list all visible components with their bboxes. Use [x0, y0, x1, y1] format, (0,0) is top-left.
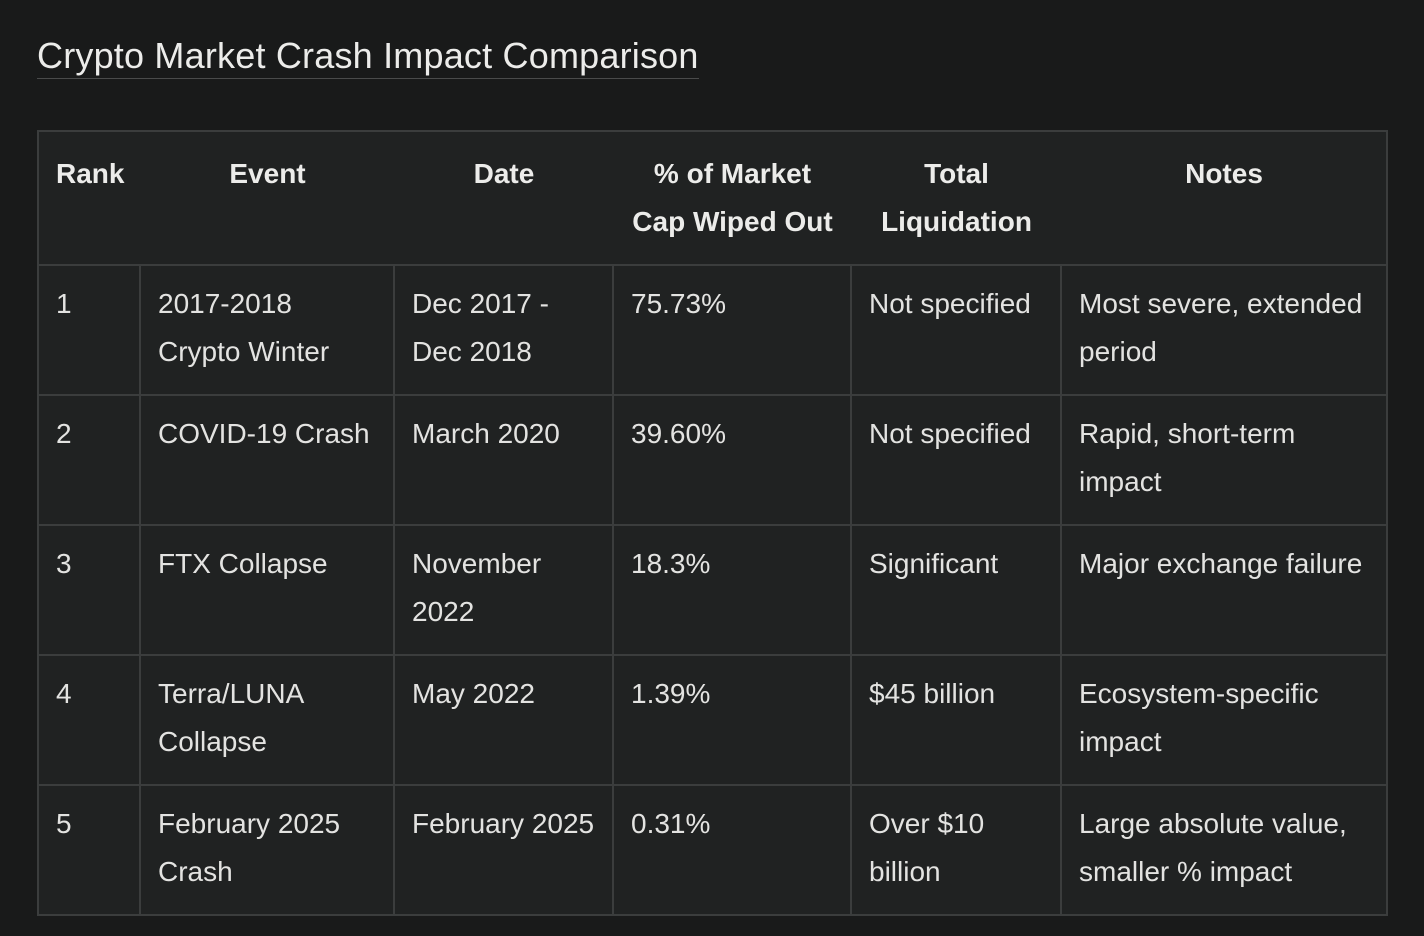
cell-market-cap-wiped: 18.3% — [612, 524, 852, 656]
cell-notes: Large absolute value, smaller % impact — [1060, 784, 1388, 916]
cell-event: COVID-19 Crash — [139, 394, 395, 526]
cell-date: May 2022 — [393, 654, 614, 786]
cell-notes: Major exchange failure — [1060, 524, 1388, 656]
table-row: 1 2017-2018 Crypto Winter Dec 2017 - Dec… — [37, 264, 1388, 396]
cell-market-cap-wiped: 0.31% — [612, 784, 852, 916]
table-row: 2 COVID-19 Crash March 2020 39.60% Not s… — [37, 394, 1388, 526]
cell-rank: 4 — [37, 654, 141, 786]
cell-rank: 3 — [37, 524, 141, 656]
cell-market-cap-wiped: 75.73% — [612, 264, 852, 396]
header-notes: Notes — [1061, 130, 1388, 266]
cell-total-liquidation: Over $10 billion — [850, 784, 1062, 916]
cell-date: Dec 2017 - Dec 2018 — [393, 264, 614, 396]
table-row: 4 Terra/LUNA Collapse May 2022 1.39% $45… — [37, 654, 1388, 786]
cell-total-liquidation: Significant — [850, 524, 1062, 656]
header-total-liquidation: Total Liquidation — [851, 130, 1061, 266]
cell-event: February 2025 Crash — [139, 784, 395, 916]
header-market-cap-wiped: % of Market Cap Wiped Out — [613, 130, 851, 266]
cell-total-liquidation: Not specified — [850, 394, 1062, 526]
cell-notes: Rapid, short-term impact — [1060, 394, 1388, 526]
cell-notes: Most severe, extended period — [1060, 264, 1388, 396]
header-rank: Rank — [37, 130, 140, 266]
cell-rank: 1 — [37, 264, 141, 396]
cell-date: March 2020 — [393, 394, 614, 526]
cell-date: November 2022 — [393, 524, 614, 656]
comparison-table-container: Rank Event Date % of Market Cap Wiped Ou… — [37, 130, 1388, 916]
header-event: Event — [140, 130, 394, 266]
cell-total-liquidation: Not specified — [850, 264, 1062, 396]
cell-notes: Ecosystem-specific impact — [1060, 654, 1388, 786]
cell-total-liquidation: $45 billion — [850, 654, 1062, 786]
header-date: Date — [394, 130, 613, 266]
table-row: 3 FTX Collapse November 2022 18.3% Signi… — [37, 524, 1388, 656]
cell-date: February 2025 — [393, 784, 614, 916]
comparison-table: Rank Event Date % of Market Cap Wiped Ou… — [37, 130, 1388, 916]
table-row: 5 February 2025 Crash February 2025 0.31… — [37, 784, 1388, 916]
cell-market-cap-wiped: 39.60% — [612, 394, 852, 526]
table-header-row: Rank Event Date % of Market Cap Wiped Ou… — [37, 130, 1388, 266]
cell-rank: 2 — [37, 394, 141, 526]
cell-market-cap-wiped: 1.39% — [612, 654, 852, 786]
page-title: Crypto Market Crash Impact Comparison — [37, 34, 699, 79]
cell-event: Terra/LUNA Collapse — [139, 654, 395, 786]
cell-event: 2017-2018 Crypto Winter — [139, 264, 395, 396]
cell-rank: 5 — [37, 784, 141, 916]
cell-event: FTX Collapse — [139, 524, 395, 656]
